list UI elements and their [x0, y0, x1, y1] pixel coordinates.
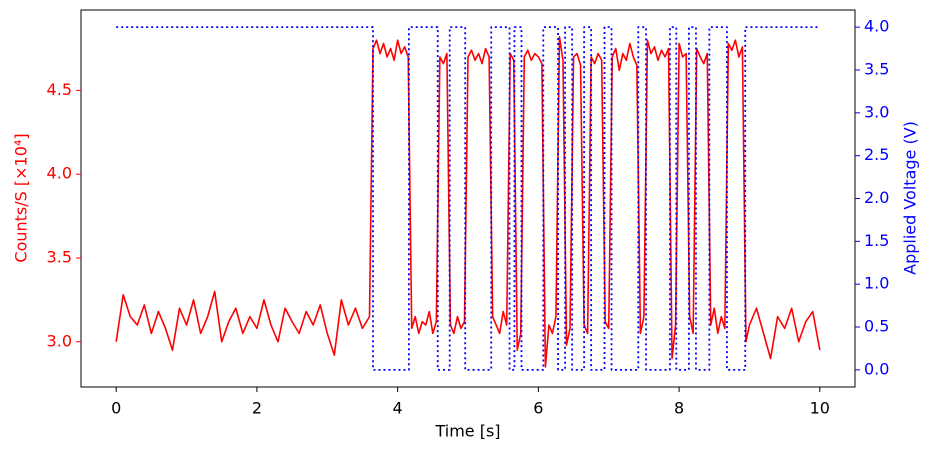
y2-tick-label: 1.0 [864, 274, 889, 293]
y2-axis-label: Applied Voltage (V) [901, 121, 920, 275]
data-line [115, 36, 821, 368]
x-tick-label: 8 [674, 399, 684, 418]
x-tick-label: 6 [533, 399, 543, 418]
y2-tick-label: 0.0 [864, 359, 889, 378]
y2-tick-label: 1.5 [864, 231, 889, 250]
y2-tick-label: 0.5 [864, 317, 889, 336]
y-tick-label: 4.0 [47, 164, 72, 183]
x-axis-label: Time [s] [434, 422, 500, 441]
y-tick-label: 3.0 [47, 331, 72, 350]
x-tick-label: 4 [393, 399, 403, 418]
y2-tick-label: 4.0 [864, 17, 889, 36]
y2-tick-label: 2.5 [864, 145, 889, 164]
y2-tick-label: 3.5 [864, 59, 889, 78]
x-tick-label: 0 [111, 399, 121, 418]
y2-tick-label: 3.0 [864, 102, 889, 121]
y-tick-label: 3.5 [47, 247, 72, 266]
y-axis-label: Counts/S [×10⁴] [12, 133, 31, 262]
x-tick-label: 2 [252, 399, 262, 418]
x-tick-label: 10 [810, 399, 830, 418]
y2-tick-label: 2.0 [864, 188, 889, 207]
y-tick-label: 4.5 [47, 80, 72, 99]
